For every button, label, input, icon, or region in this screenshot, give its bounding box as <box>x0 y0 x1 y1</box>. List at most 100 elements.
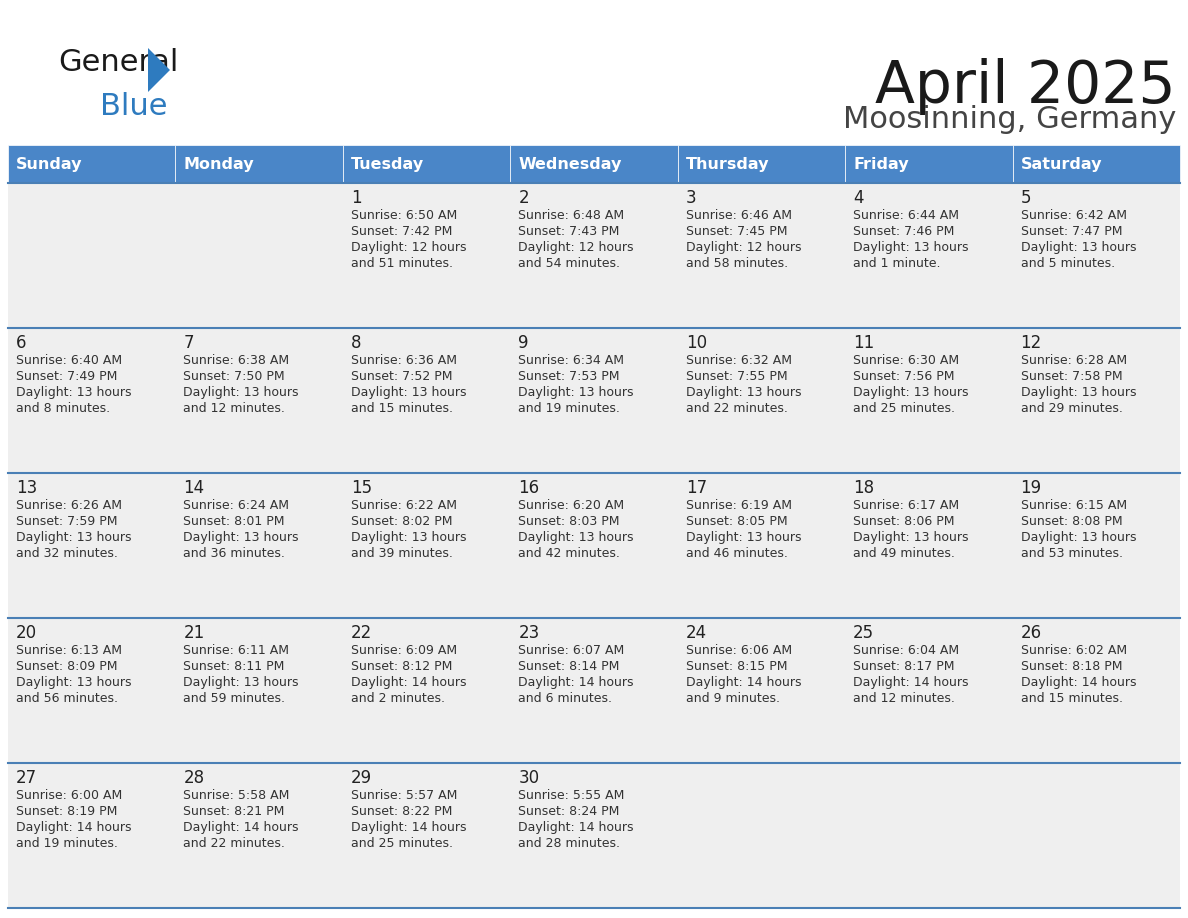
Text: 17: 17 <box>685 479 707 497</box>
Bar <box>8 618 1180 763</box>
Text: and 58 minutes.: and 58 minutes. <box>685 257 788 270</box>
Text: 27: 27 <box>15 769 37 787</box>
Text: Daylight: 13 hours: Daylight: 13 hours <box>1020 386 1136 399</box>
Text: and 12 minutes.: and 12 minutes. <box>183 402 285 415</box>
Text: 29: 29 <box>350 769 372 787</box>
Text: 25: 25 <box>853 624 874 642</box>
Text: Sunrise: 5:57 AM: Sunrise: 5:57 AM <box>350 789 457 802</box>
Text: Sunrise: 6:44 AM: Sunrise: 6:44 AM <box>853 209 959 222</box>
Text: Daylight: 13 hours: Daylight: 13 hours <box>518 386 633 399</box>
Text: 15: 15 <box>350 479 372 497</box>
Text: Thursday: Thursday <box>685 156 769 172</box>
Text: 19: 19 <box>1020 479 1042 497</box>
Text: Sunrise: 6:02 AM: Sunrise: 6:02 AM <box>1020 644 1126 657</box>
Text: Sunset: 7:56 PM: Sunset: 7:56 PM <box>853 370 955 383</box>
Text: Sunrise: 6:38 AM: Sunrise: 6:38 AM <box>183 354 290 367</box>
Text: and 9 minutes.: and 9 minutes. <box>685 692 779 705</box>
Text: 23: 23 <box>518 624 539 642</box>
Text: April 2025: April 2025 <box>876 58 1176 115</box>
Text: Sunrise: 6:19 AM: Sunrise: 6:19 AM <box>685 499 791 512</box>
Text: 16: 16 <box>518 479 539 497</box>
Bar <box>511 145 677 183</box>
Text: Sunrise: 6:32 AM: Sunrise: 6:32 AM <box>685 354 791 367</box>
Text: Daylight: 14 hours: Daylight: 14 hours <box>685 676 801 689</box>
Text: Daylight: 14 hours: Daylight: 14 hours <box>350 821 467 834</box>
Bar <box>176 145 343 183</box>
Text: and 22 minutes.: and 22 minutes. <box>183 837 285 850</box>
Text: Daylight: 13 hours: Daylight: 13 hours <box>1020 241 1136 254</box>
Text: Sunrise: 6:50 AM: Sunrise: 6:50 AM <box>350 209 457 222</box>
Text: Sunrise: 5:55 AM: Sunrise: 5:55 AM <box>518 789 625 802</box>
Text: Moosinning, Germany: Moosinning, Germany <box>842 105 1176 134</box>
Text: Sunrise: 6:00 AM: Sunrise: 6:00 AM <box>15 789 122 802</box>
Text: Sunset: 8:01 PM: Sunset: 8:01 PM <box>183 515 285 528</box>
Bar <box>8 763 1180 908</box>
Text: Daylight: 13 hours: Daylight: 13 hours <box>853 386 968 399</box>
Text: 5: 5 <box>1020 189 1031 207</box>
Text: 28: 28 <box>183 769 204 787</box>
Text: 24: 24 <box>685 624 707 642</box>
Text: and 2 minutes.: and 2 minutes. <box>350 692 444 705</box>
Text: Daylight: 14 hours: Daylight: 14 hours <box>518 676 633 689</box>
Text: 8: 8 <box>350 334 361 352</box>
Text: Daylight: 14 hours: Daylight: 14 hours <box>518 821 633 834</box>
Text: Sunrise: 6:22 AM: Sunrise: 6:22 AM <box>350 499 457 512</box>
Text: and 25 minutes.: and 25 minutes. <box>350 837 453 850</box>
Text: Sunrise: 6:36 AM: Sunrise: 6:36 AM <box>350 354 457 367</box>
Text: 26: 26 <box>1020 624 1042 642</box>
Text: Sunrise: 6:07 AM: Sunrise: 6:07 AM <box>518 644 625 657</box>
Text: 14: 14 <box>183 479 204 497</box>
Bar <box>8 473 1180 618</box>
Text: Sunset: 7:43 PM: Sunset: 7:43 PM <box>518 225 620 238</box>
Text: and 59 minutes.: and 59 minutes. <box>183 692 285 705</box>
Polygon shape <box>148 48 170 92</box>
Text: Sunset: 7:49 PM: Sunset: 7:49 PM <box>15 370 118 383</box>
Text: Saturday: Saturday <box>1020 156 1102 172</box>
Text: Sunset: 7:58 PM: Sunset: 7:58 PM <box>1020 370 1123 383</box>
Text: Daylight: 14 hours: Daylight: 14 hours <box>853 676 968 689</box>
Text: Daylight: 13 hours: Daylight: 13 hours <box>15 531 132 544</box>
Text: and 36 minutes.: and 36 minutes. <box>183 547 285 560</box>
Text: Daylight: 13 hours: Daylight: 13 hours <box>15 386 132 399</box>
Text: Sunset: 7:59 PM: Sunset: 7:59 PM <box>15 515 118 528</box>
Text: and 28 minutes.: and 28 minutes. <box>518 837 620 850</box>
Text: Sunrise: 6:15 AM: Sunrise: 6:15 AM <box>1020 499 1126 512</box>
Bar <box>8 145 176 183</box>
Text: Blue: Blue <box>100 92 168 121</box>
Text: Sunset: 8:21 PM: Sunset: 8:21 PM <box>183 805 285 818</box>
Text: and 8 minutes.: and 8 minutes. <box>15 402 110 415</box>
Text: Wednesday: Wednesday <box>518 156 621 172</box>
Text: Daylight: 12 hours: Daylight: 12 hours <box>350 241 467 254</box>
Text: and 46 minutes.: and 46 minutes. <box>685 547 788 560</box>
Text: Sunrise: 6:24 AM: Sunrise: 6:24 AM <box>183 499 290 512</box>
Text: and 1 minute.: and 1 minute. <box>853 257 941 270</box>
Text: and 32 minutes.: and 32 minutes. <box>15 547 118 560</box>
Text: and 19 minutes.: and 19 minutes. <box>15 837 118 850</box>
Text: Sunset: 7:47 PM: Sunset: 7:47 PM <box>1020 225 1123 238</box>
Text: Daylight: 13 hours: Daylight: 13 hours <box>685 386 801 399</box>
Text: Sunrise: 6:17 AM: Sunrise: 6:17 AM <box>853 499 959 512</box>
Text: Sunset: 8:12 PM: Sunset: 8:12 PM <box>350 660 453 673</box>
Text: Sunset: 7:42 PM: Sunset: 7:42 PM <box>350 225 453 238</box>
Text: Sunrise: 6:11 AM: Sunrise: 6:11 AM <box>183 644 290 657</box>
Text: 22: 22 <box>350 624 372 642</box>
Text: Friday: Friday <box>853 156 909 172</box>
Text: Daylight: 13 hours: Daylight: 13 hours <box>685 531 801 544</box>
Text: Sunset: 8:17 PM: Sunset: 8:17 PM <box>853 660 955 673</box>
Text: 13: 13 <box>15 479 37 497</box>
Text: 2: 2 <box>518 189 529 207</box>
Bar <box>845 145 1012 183</box>
Text: and 29 minutes.: and 29 minutes. <box>1020 402 1123 415</box>
Text: Sunrise: 6:06 AM: Sunrise: 6:06 AM <box>685 644 792 657</box>
Text: Sunset: 8:22 PM: Sunset: 8:22 PM <box>350 805 453 818</box>
Text: Daylight: 13 hours: Daylight: 13 hours <box>518 531 633 544</box>
Text: 10: 10 <box>685 334 707 352</box>
Text: and 22 minutes.: and 22 minutes. <box>685 402 788 415</box>
Text: Daylight: 13 hours: Daylight: 13 hours <box>350 386 467 399</box>
Text: Sunset: 8:06 PM: Sunset: 8:06 PM <box>853 515 955 528</box>
Text: 12: 12 <box>1020 334 1042 352</box>
Text: Tuesday: Tuesday <box>350 156 424 172</box>
Text: Sunday: Sunday <box>15 156 82 172</box>
Text: Sunset: 8:03 PM: Sunset: 8:03 PM <box>518 515 620 528</box>
Text: Sunset: 7:53 PM: Sunset: 7:53 PM <box>518 370 620 383</box>
